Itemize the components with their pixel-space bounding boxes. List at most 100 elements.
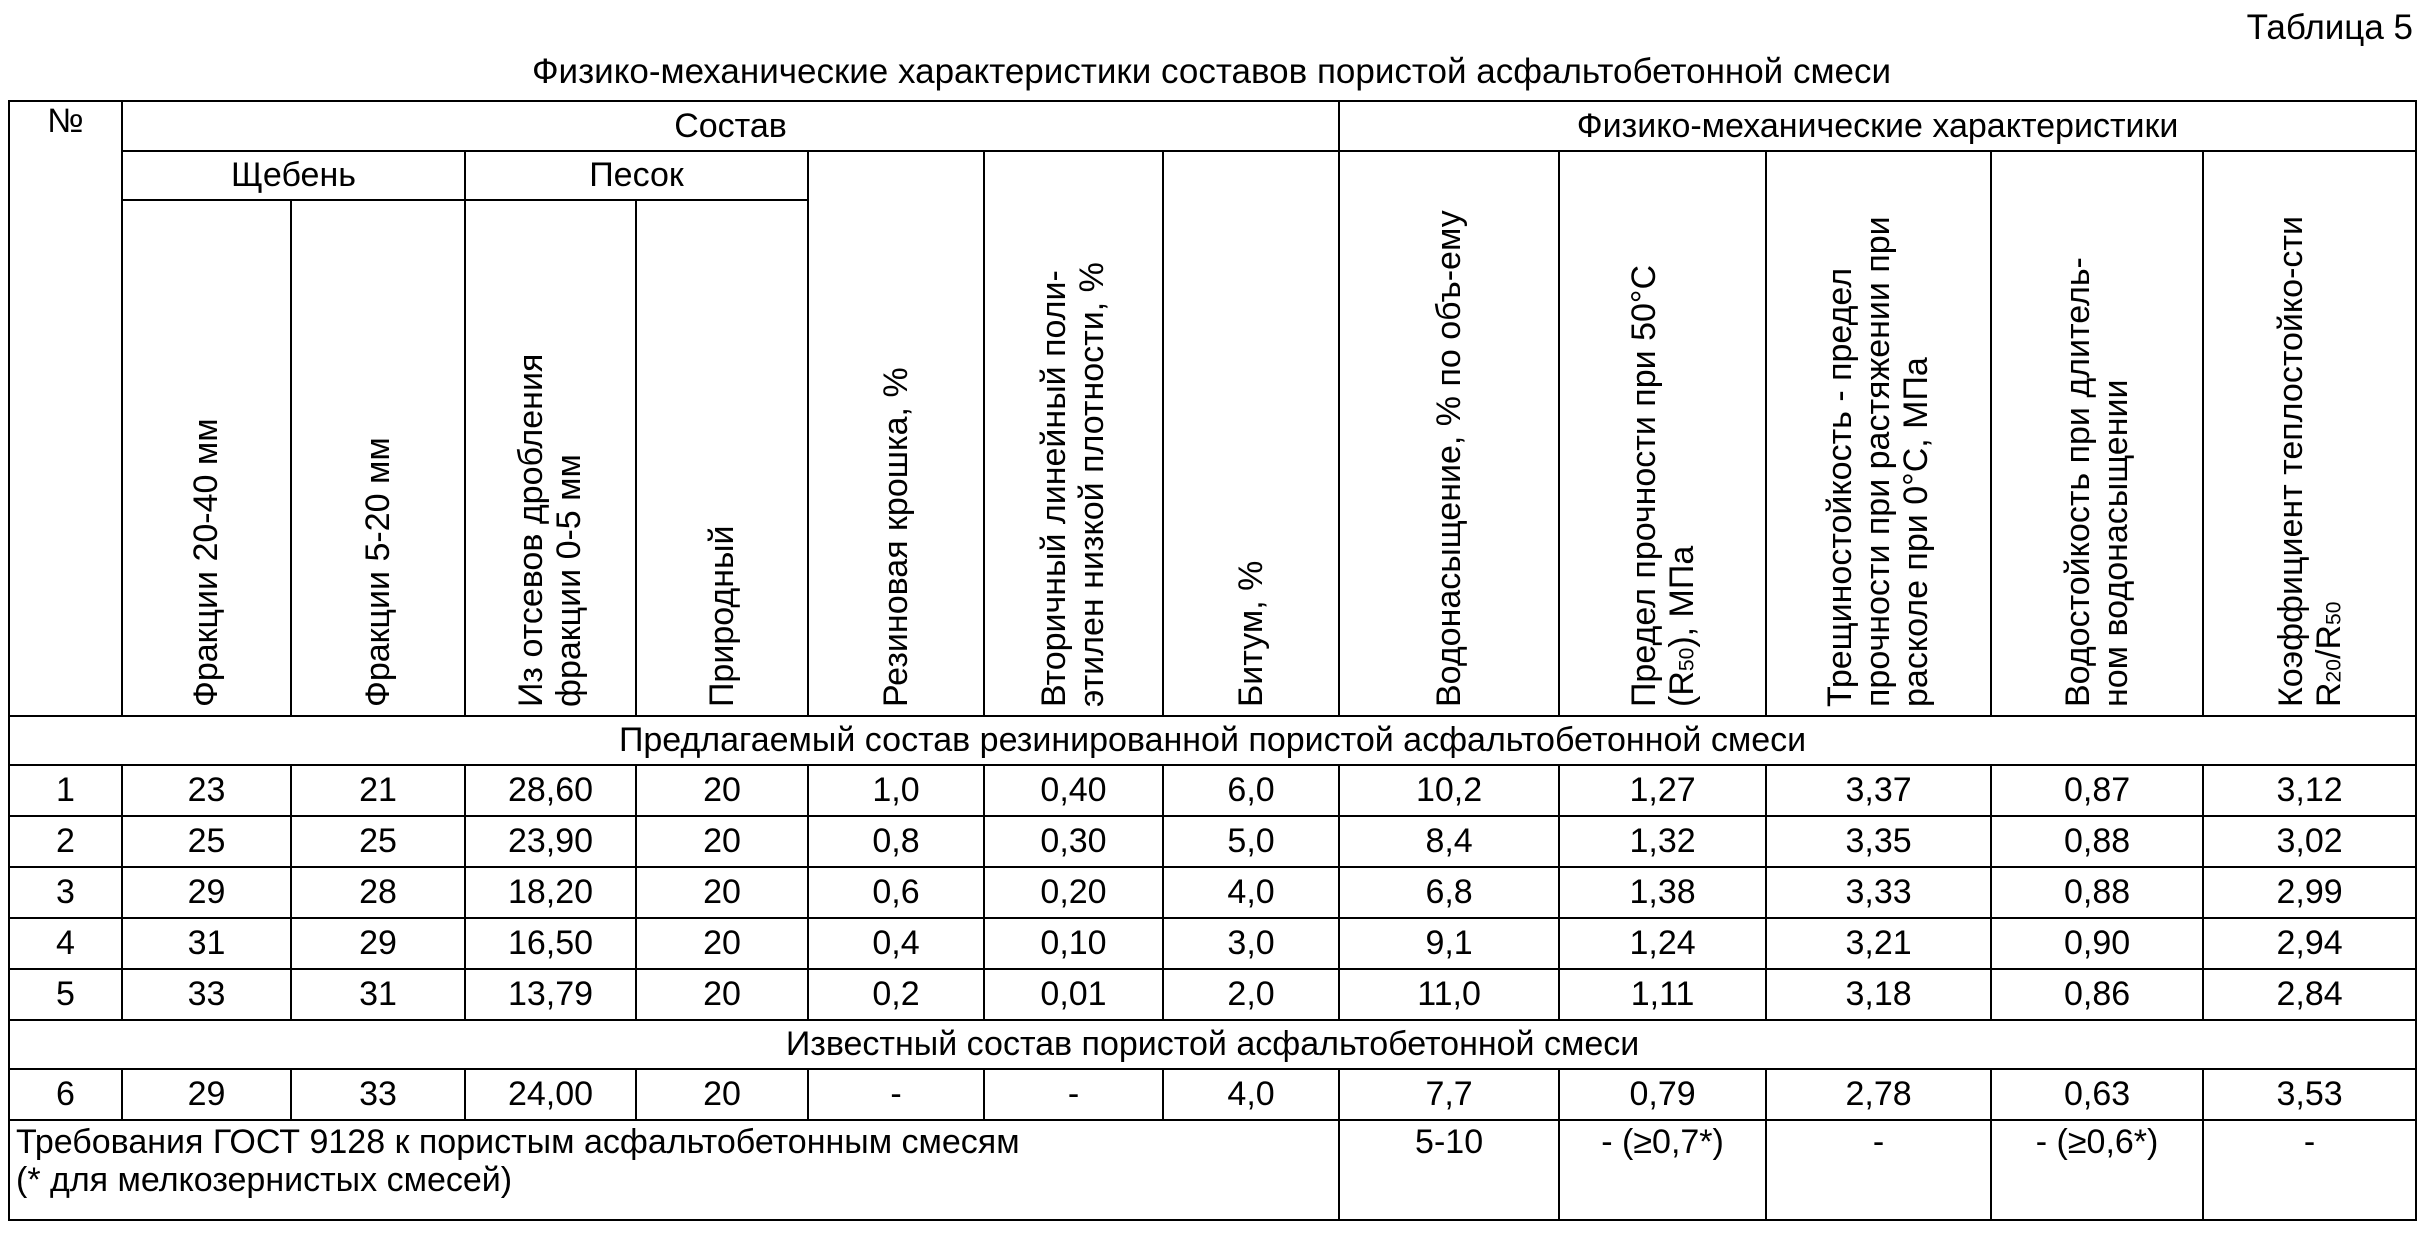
table-cell: 20	[636, 918, 808, 969]
table-cell: 18,20	[465, 867, 636, 918]
data-row: 6293324,0020--4,07,70,792,780,633,53	[9, 1069, 2416, 1120]
column-header: Из отсевов дробления фракции 0-5 мм	[465, 200, 636, 716]
table-cell: -	[808, 1069, 984, 1120]
table-cell: 0,88	[1991, 867, 2203, 918]
table-cell: 3,12	[2203, 765, 2416, 816]
section-title: Предлагаемый состав резинированной порис…	[9, 716, 2416, 765]
requirement-value: -	[2203, 1120, 2416, 1220]
table-cell: 3,18	[1766, 969, 1991, 1020]
table-cell: 2,0	[1163, 969, 1339, 1020]
rotated-header-text: Фракции 20-40 мм	[187, 207, 225, 707]
table-cell: 0,20	[984, 867, 1163, 918]
group-header: Состав	[122, 101, 1339, 151]
table-cell: 23	[122, 765, 291, 816]
data-row: 2252523,90200,80,305,08,41,323,350,883,0…	[9, 816, 2416, 867]
table-cell: 0,2	[808, 969, 984, 1020]
rotated-header-text: Вторичный линейный поли-этилен низкой пл…	[1035, 207, 1111, 707]
table-cell: 3,37	[1766, 765, 1991, 816]
table-cell: 1,11	[1559, 969, 1766, 1020]
data-row: 4312916,50200,40,103,09,11,243,210,902,9…	[9, 918, 2416, 969]
table-cell: 3,02	[2203, 816, 2416, 867]
number-header: №	[9, 101, 122, 716]
table-cell: 0,63	[1991, 1069, 2203, 1120]
table-cell: 29	[122, 867, 291, 918]
table-cell: 3,35	[1766, 816, 1991, 867]
header-text: Фракции 20-40 мм	[187, 418, 225, 707]
column-header: Резиновая крошка, %	[808, 151, 984, 716]
table-cell: 20	[636, 816, 808, 867]
header-text: Природный	[703, 526, 741, 707]
table-cell: 1,27	[1559, 765, 1766, 816]
table-cell: 16,50	[465, 918, 636, 969]
header-text: Вторичный линейный поли-этилен низкой пл…	[1035, 262, 1111, 707]
table-cell: 3,33	[1766, 867, 1991, 918]
table-cell: 33	[291, 1069, 465, 1120]
table-title: Физико-механические характеристики соста…	[8, 52, 2415, 92]
table-cell: 25	[291, 816, 465, 867]
table-cell: 0,88	[1991, 816, 2203, 867]
table-cell: 21	[291, 765, 465, 816]
column-header: Предел прочности при 50°С (R50), МПа	[1559, 151, 1766, 716]
table-cell: 0,01	[984, 969, 1163, 1020]
table-cell: 33	[122, 969, 291, 1020]
table-cell: 3,0	[1163, 918, 1339, 969]
table-cell: 31	[291, 969, 465, 1020]
rotated-header-text: Фракции 5-20 мм	[359, 207, 397, 707]
table-cell: 28	[291, 867, 465, 918]
section-title: Известный состав пористой асфальтобетонн…	[9, 1020, 2416, 1069]
column-header: Природный	[636, 200, 808, 716]
rotated-header-text: Водонасыщение, % по объ-ему	[1430, 207, 1468, 707]
header-text: Битум, %	[1232, 561, 1270, 707]
table-caption: Таблица 5	[2247, 8, 2413, 48]
subscript: 20	[2322, 659, 2345, 682]
table-cell: 1,32	[1559, 816, 1766, 867]
header-text: Резиновая крошка, %	[877, 367, 915, 707]
table-cell: 20	[636, 969, 808, 1020]
table-cell: 4,0	[1163, 1069, 1339, 1120]
data-row: 5333113,79200,20,012,011,01,113,180,862,…	[9, 969, 2416, 1020]
rotated-header-text: Из отсевов дробления фракции 0-5 мм	[512, 207, 588, 707]
table-cell: 4,0	[1163, 867, 1339, 918]
subscript: 50	[1675, 648, 1698, 671]
requirements-label: Требования ГОСТ 9128 к пористым асфальто…	[9, 1120, 1339, 1220]
table-cell: 10,2	[1339, 765, 1559, 816]
section-row: Известный состав пористой асфальтобетонн…	[9, 1020, 2416, 1069]
rotated-header-text: Коэффициент теплостойко-сти R20/R50	[2272, 207, 2348, 707]
table-cell: 0,30	[984, 816, 1163, 867]
table-cell: 0,90	[1991, 918, 2203, 969]
header-text: Фракции 5-20 мм	[359, 437, 397, 707]
section-row: Предлагаемый состав резинированной порис…	[9, 716, 2416, 765]
data-row: 3292818,20200,60,204,06,81,383,330,882,9…	[9, 867, 2416, 918]
data-table: №СоставФизико-механические характеристик…	[8, 100, 2417, 1221]
table-cell: 1,0	[808, 765, 984, 816]
requirement-value: - (≥0,6*)	[1991, 1120, 2203, 1220]
table-cell: 1,24	[1559, 918, 1766, 969]
rotated-header-text: Предел прочности при 50°С (R50), МПа	[1625, 207, 1701, 707]
table-cell: 3,53	[2203, 1069, 2416, 1120]
table-cell: 2,84	[2203, 969, 2416, 1020]
table-cell: 0,86	[1991, 969, 2203, 1020]
header-text: Трещиностойкость - предел прочности при …	[1821, 216, 1935, 707]
rotated-header-text: Битум, %	[1232, 207, 1270, 707]
table-cell: 2	[9, 816, 122, 867]
table-cell: 29	[291, 918, 465, 969]
requirements-note: (* для мелкозернистых смесей)	[16, 1161, 1332, 1199]
group-header: Песок	[465, 151, 808, 200]
table-cell: 0,8	[808, 816, 984, 867]
table-cell: 0,10	[984, 918, 1163, 969]
header-text: Из отсевов дробления фракции 0-5 мм	[512, 354, 588, 707]
table-cell: 5,0	[1163, 816, 1339, 867]
table-cell: 3,21	[1766, 918, 1991, 969]
table-cell: 0,79	[1559, 1069, 1766, 1120]
column-header: Фракции 20-40 мм	[122, 200, 291, 716]
rotated-header-text: Резиновая крошка, %	[877, 207, 915, 707]
table-cell: 6,0	[1163, 765, 1339, 816]
column-header: Водостойкость при длитель-ном водонасыще…	[1991, 151, 2203, 716]
column-header: Битум, %	[1163, 151, 1339, 716]
rotated-header-text: Трещиностойкость - предел прочности при …	[1821, 207, 1935, 707]
table-cell: 25	[122, 816, 291, 867]
table-cell: 1	[9, 765, 122, 816]
requirements-row: Требования ГОСТ 9128 к пористым асфальто…	[9, 1120, 2416, 1220]
